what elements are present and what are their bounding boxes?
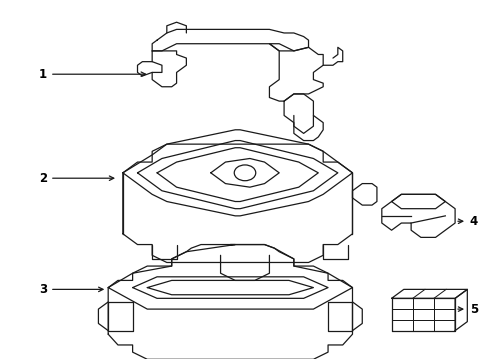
Text: 5: 5: [458, 303, 478, 316]
Text: 3: 3: [39, 283, 103, 296]
Text: 1: 1: [39, 68, 146, 81]
Text: 4: 4: [458, 215, 478, 228]
Text: 2: 2: [39, 172, 114, 185]
